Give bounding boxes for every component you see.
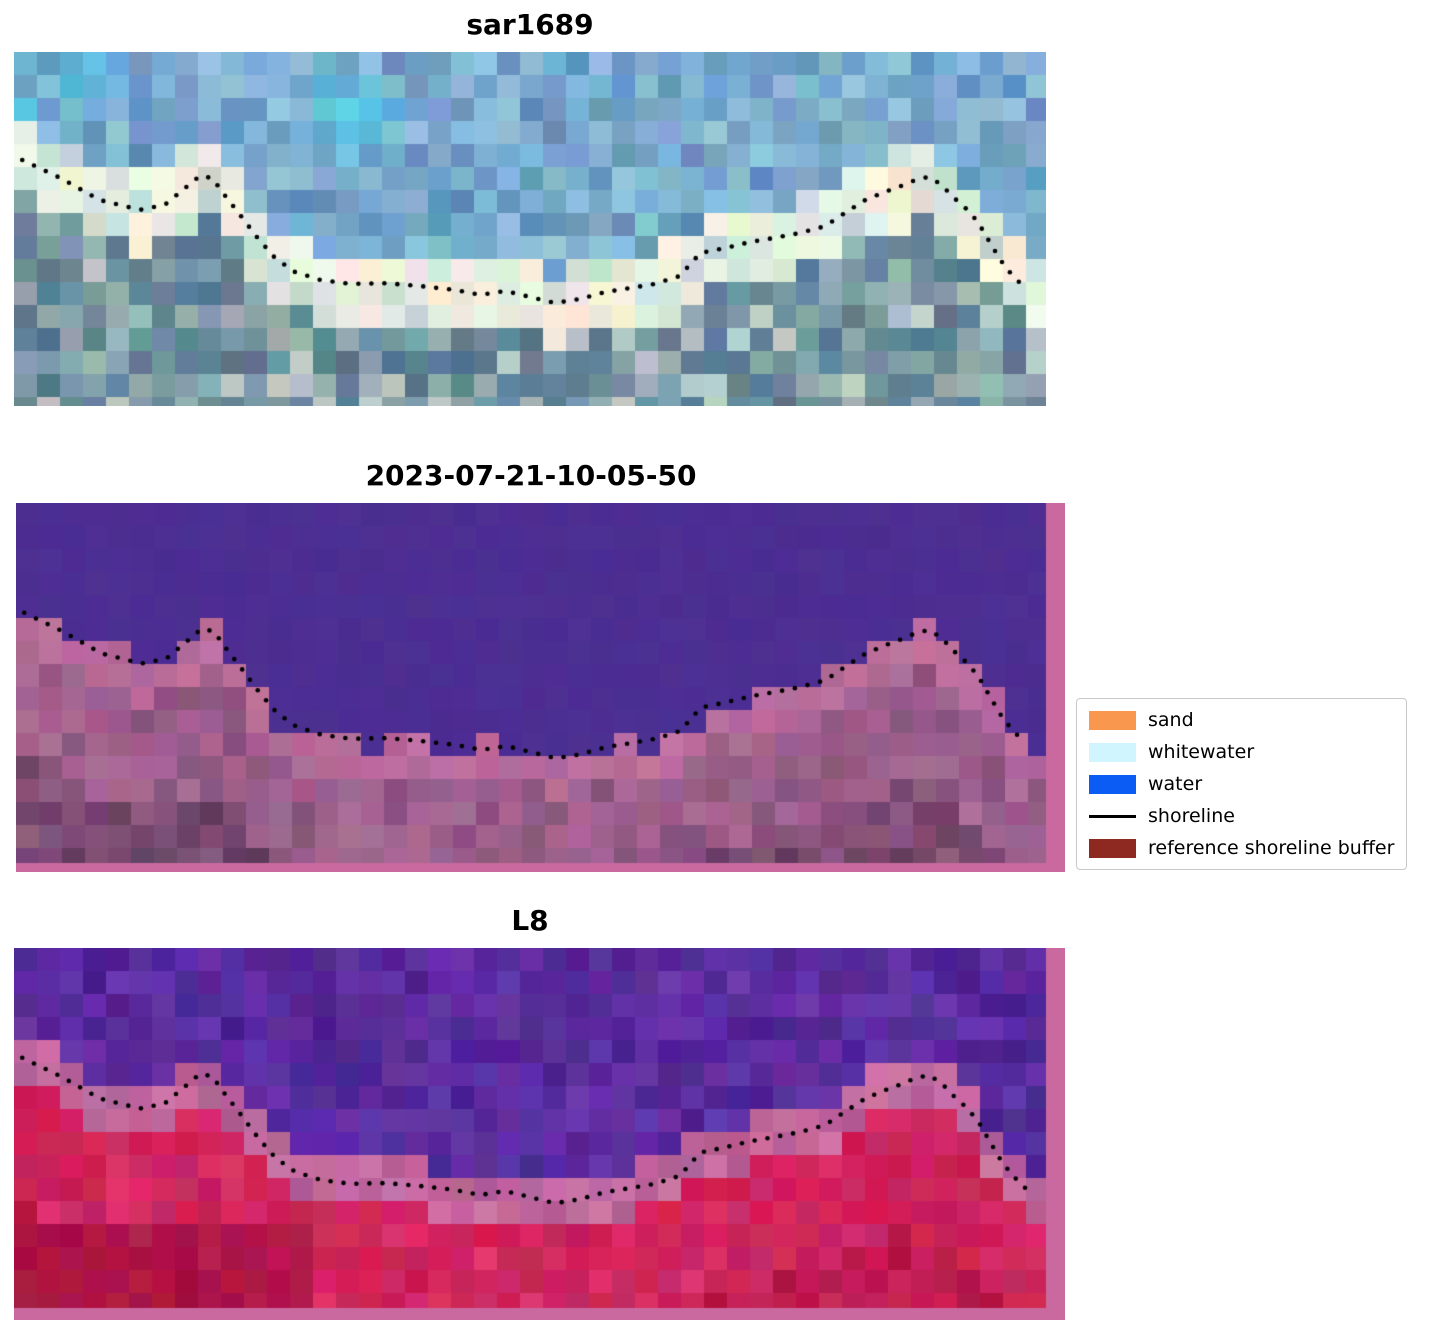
whitewater-swatch <box>1089 742 1136 762</box>
legend-label: reference shoreline buffer <box>1148 837 1395 859</box>
panel-title-l8: L8 <box>511 904 549 937</box>
water-swatch <box>1089 774 1136 794</box>
legend-label: shoreline <box>1148 805 1235 827</box>
reference-shoreline-buffer-swatch <box>1089 838 1136 858</box>
sand-swatch <box>1089 710 1136 730</box>
panel-title-sar1689: sar1689 <box>466 8 594 41</box>
panel-image-l8 <box>14 948 1065 1320</box>
legend-item-whitewater: whitewater <box>1089 741 1394 763</box>
legend-label: sand <box>1148 709 1194 731</box>
panel-image-sar1689 <box>14 52 1046 406</box>
legend-item-water: water <box>1089 773 1394 795</box>
legend-item-reference-shoreline-buffer: reference shoreline buffer <box>1089 837 1394 859</box>
legend: sand whitewater water shoreline reference sh… <box>1076 698 1408 870</box>
shoreline-line-mark <box>1089 814 1136 818</box>
legend-item-shoreline: shoreline <box>1089 805 1394 827</box>
shoreline-line-swatch <box>1089 807 1136 826</box>
legend-label: whitewater <box>1148 741 1255 763</box>
legend-item-sand: sand <box>1089 709 1394 731</box>
panel-image-classified <box>16 503 1065 872</box>
panel-title-classified-date: 2023-07-21-10-05-50 <box>365 459 697 492</box>
legend-label: water <box>1148 773 1203 795</box>
